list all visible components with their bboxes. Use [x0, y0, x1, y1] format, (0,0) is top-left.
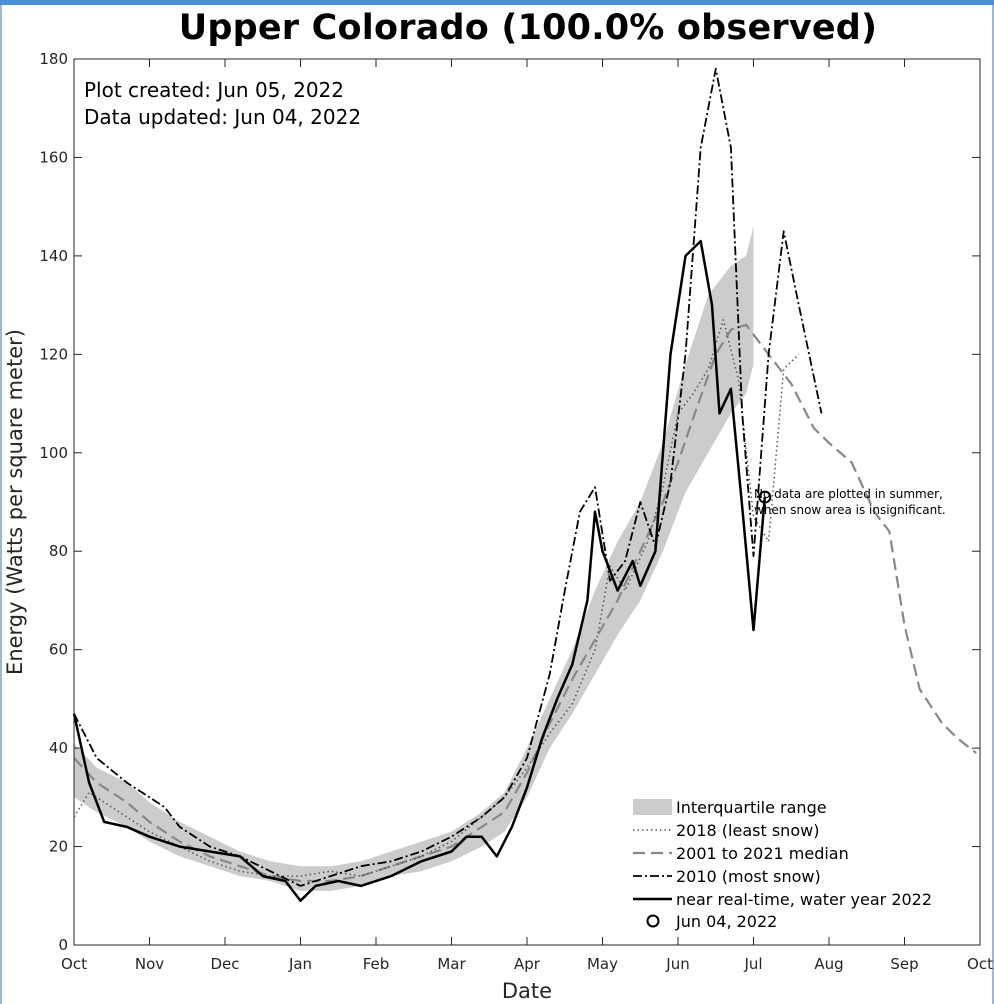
- iqr-band: [74, 226, 754, 891]
- legend-label-current: near real-time, water year 2022: [676, 890, 932, 909]
- x-tick-label-10: Aug: [814, 955, 843, 973]
- x-tick-label-5: Mar: [437, 955, 466, 973]
- series-line-most: [73, 67, 823, 887]
- y-tick-label-2: 40: [49, 739, 68, 757]
- x-tick-label-1: Nov: [135, 955, 164, 973]
- window-top-accent: [0, 0, 994, 5]
- y-tick-label-0: 0: [58, 936, 68, 954]
- plot-created-label: Plot created: Jun 05, 2022: [84, 78, 344, 102]
- y-tick-label-7: 140: [39, 247, 68, 265]
- data-updated-label: Data updated: Jun 04, 2022: [84, 105, 361, 129]
- y-tick-label-3: 60: [49, 641, 68, 659]
- x-tick-label-12: Oct: [967, 955, 993, 973]
- y-tick-label-8: 160: [39, 148, 68, 166]
- axes-layer: Oct Nov Dec Jan Feb Mar Apr May Jun Jul Aug Sep Oct0…: [39, 50, 993, 973]
- x-tick-label-3: Jan: [288, 955, 312, 973]
- y-tick-label-4: 80: [49, 542, 68, 560]
- x-tick-label-6: Apr: [514, 955, 541, 973]
- x-tick-label-7: May: [587, 955, 618, 973]
- series-line-current: [72, 239, 767, 902]
- iqr-band-layer: [74, 226, 754, 891]
- window-right-border: [992, 5, 994, 1004]
- y-tick-label-1: 20: [49, 838, 68, 856]
- series-layer: [72, 67, 977, 902]
- x-tick-label-11: Sep: [890, 955, 918, 973]
- legend-label-most: 2010 (most snow): [676, 867, 821, 886]
- summer-note-line2: when snow area is insignificant.: [754, 503, 946, 517]
- legend: Interquartile range 2018 (least snow) 20…: [633, 798, 932, 931]
- x-axis-title: Date: [502, 979, 552, 1003]
- x-tick-label-0: Oct: [61, 955, 87, 973]
- y-tick-label-6: 120: [39, 345, 68, 363]
- legend-label-iqr: Interquartile range: [676, 798, 827, 817]
- legend-swatch-marker: [646, 914, 660, 928]
- x-tick-label-9: Jul: [743, 955, 762, 973]
- latest-observation-marker: [758, 490, 772, 504]
- y-tick-label-9: 180: [39, 50, 68, 68]
- y-tick-label-5: 100: [39, 444, 68, 462]
- window-left-border: [0, 5, 2, 1004]
- x-tick-label-2: Dec: [210, 955, 239, 973]
- plot-frame: [73, 58, 981, 946]
- chart-title: Upper Colorado (100.0% observed): [178, 8, 878, 48]
- x-tick-label-4: Feb: [363, 955, 390, 973]
- legend-swatch-iqr: [633, 799, 672, 815]
- y-axis-title: Energy (Watts per square meter): [3, 329, 27, 675]
- legend-label-least: 2018 (least snow): [676, 821, 819, 840]
- summer-note-line1: No data are plotted in summer,: [754, 487, 943, 501]
- x-tick-label-8: Jun: [665, 955, 689, 973]
- legend-label-median: 2001 to 2021 median: [676, 844, 849, 863]
- legend-label-marker: Jun 04, 2022: [675, 912, 777, 931]
